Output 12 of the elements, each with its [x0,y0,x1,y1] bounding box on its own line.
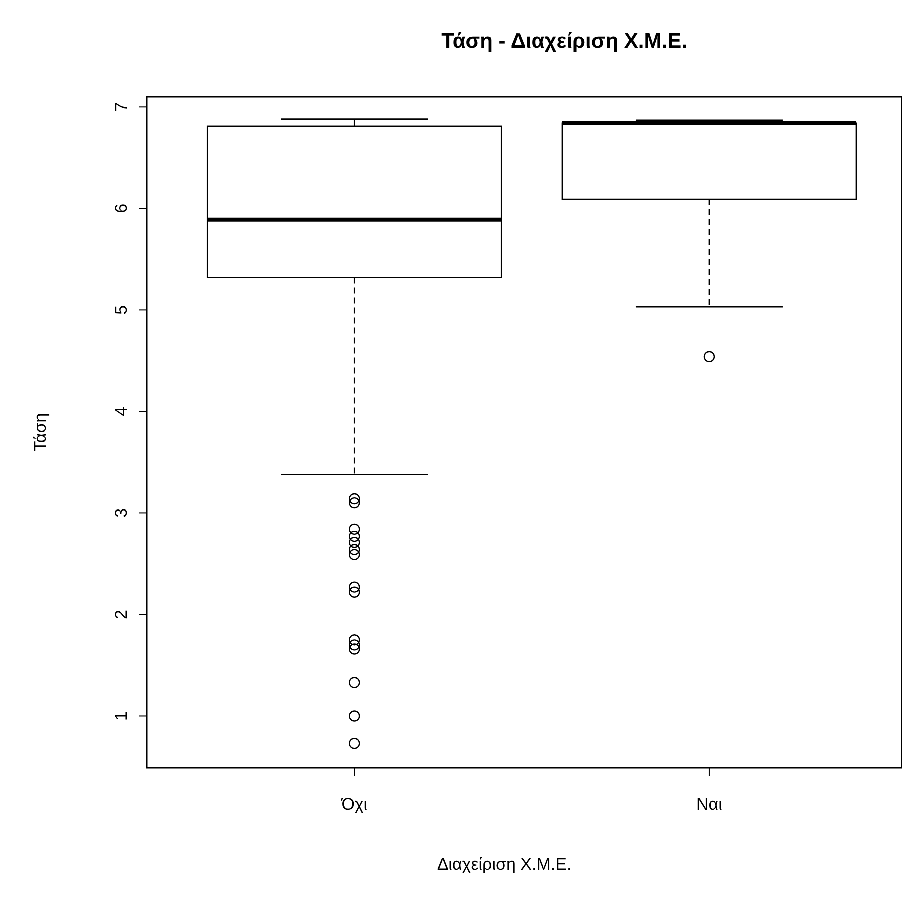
x-tick-label: Όχι [340,795,368,814]
x-axis-title: Διαχείριση Χ.Μ.Ε. [437,855,572,874]
y-tick-label: 1 [112,711,131,721]
y-tick-label: 2 [112,610,131,620]
y-tick-label: 5 [112,305,131,315]
y-tick-label: 6 [112,204,131,214]
y-tick-label: 7 [112,102,131,112]
chart-title: Τάση - Διαχείριση Χ.Μ.Ε. [442,30,688,53]
y-tick-label: 4 [112,406,131,416]
y-axis-title: Τάση [31,413,50,452]
x-tick-label: Ναι [696,795,723,814]
y-tick-label: 3 [112,508,131,518]
